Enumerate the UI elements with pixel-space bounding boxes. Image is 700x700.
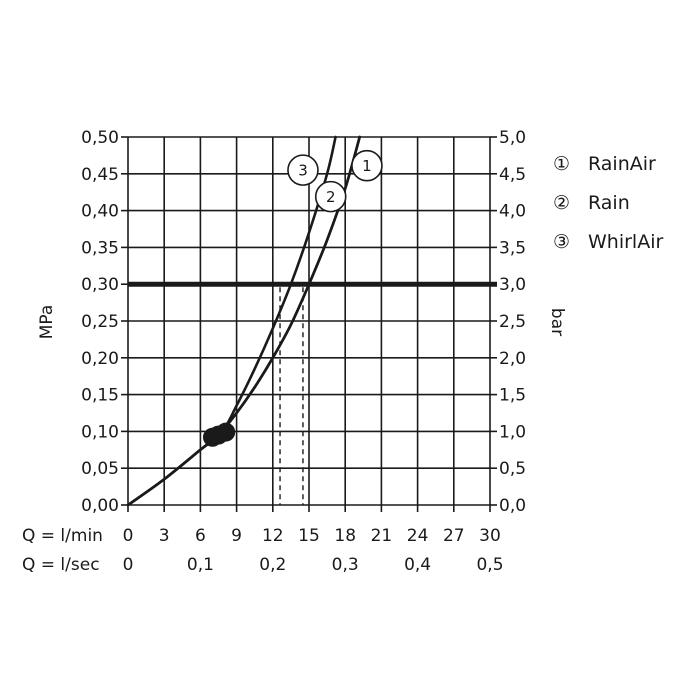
- x-lsec-tick-label: 0,1: [187, 555, 214, 575]
- y-left-tick-label: 0,50: [81, 128, 119, 148]
- marker-circle: [314, 180, 347, 213]
- y-right-axis-title: bar: [547, 308, 567, 336]
- legend-label: RainAir: [588, 153, 656, 175]
- legend-symbol: ②: [553, 192, 570, 214]
- curve-marker-1: 1: [351, 149, 383, 182]
- x-lmin-tick-label: 21: [371, 526, 393, 546]
- y-right-tick-label: 0,0: [499, 496, 526, 516]
- y-right-tick-label: 5,0: [499, 128, 526, 148]
- legend: ① RainAir ② Rain ③ WhirlAir: [553, 153, 663, 253]
- x-lsec-axis-title: Q = l/sec: [22, 555, 100, 575]
- x-lmin-tick-label: 24: [407, 526, 429, 546]
- marker-label: 3: [298, 162, 308, 180]
- y-left-tick-label: 0,10: [81, 422, 119, 442]
- series-line-whirlair: [126, 135, 337, 507]
- x-lsec-tick-label: 0,5: [476, 555, 503, 575]
- grid: [121, 136, 497, 512]
- y-right-tick-label: 3,0: [499, 275, 526, 295]
- legend-symbol: ①: [553, 153, 570, 175]
- operating-point-dot: [216, 422, 236, 442]
- y-left-axis-title: MPa: [37, 305, 57, 340]
- y-right-tick-label: 2,0: [499, 349, 526, 369]
- y-right-tick-label: 4,5: [499, 165, 526, 185]
- legend-label: WhirlAir: [588, 231, 663, 253]
- y-right-tick-label: 1,0: [499, 422, 526, 442]
- legend-item-rainair: ① RainAir: [553, 153, 656, 175]
- curve-marker-2: 2: [314, 180, 347, 213]
- y-right-tick-label: 4,0: [499, 202, 526, 222]
- legend-label: Rain: [588, 192, 630, 214]
- marker-label: 2: [326, 188, 336, 206]
- y-left-tick-label: 0,40: [81, 202, 119, 222]
- y-right-tick-label: 3,5: [499, 238, 526, 258]
- x-lmin-tick-label: 6: [195, 526, 206, 546]
- y-left-tick-label: 0,15: [81, 386, 119, 406]
- y-left-tick-label: 0,05: [81, 459, 119, 479]
- legend-item-whirlair: ③ WhirlAir: [553, 231, 663, 253]
- y-left-tick-label: 0,30: [81, 275, 119, 295]
- x-lsec-tick-label: 0,2: [259, 555, 286, 575]
- x-lmin-tick-label: 3: [159, 526, 170, 546]
- x-lmin-tick-label: 18: [334, 526, 356, 546]
- legend-item-rain: ② Rain: [553, 192, 630, 214]
- y-left-tick-label: 0,35: [81, 238, 119, 258]
- legend-symbol: ③: [553, 231, 570, 253]
- curves: 3 1 2: [126, 135, 383, 507]
- y-left-tick-label: 0,20: [81, 349, 119, 369]
- y-left-tick-label: 0,00: [81, 496, 119, 516]
- y-right-tick-label: 2,5: [499, 312, 526, 332]
- marker-circle: [351, 149, 383, 182]
- x-lmin-tick-label: 0: [123, 526, 134, 546]
- x-lsec-tick-label: 0,3: [332, 555, 359, 575]
- curve-marker-3: 3: [287, 154, 319, 186]
- y-left-tick-label: 0,25: [81, 312, 119, 332]
- axis-labels: 0,000,050,100,150,200,250,300,350,400,45…: [81, 128, 526, 575]
- y-right-tick-label: 1,5: [499, 386, 526, 406]
- x-lmin-tick-label: 27: [443, 526, 465, 546]
- y-right-tick-label: 0,5: [499, 459, 526, 479]
- marker-circle: [287, 154, 319, 186]
- x-lmin-tick-label: 9: [231, 526, 242, 546]
- marker-label: 1: [362, 157, 372, 175]
- x-lsec-tick-label: 0: [123, 555, 134, 575]
- x-lmin-axis-title: Q = l/min: [22, 526, 103, 546]
- x-lmin-tick-label: 30: [479, 526, 501, 546]
- x-lmin-tick-label: 15: [298, 526, 320, 546]
- x-lmin-tick-label: 12: [262, 526, 284, 546]
- y-left-tick-label: 0,45: [81, 165, 119, 185]
- x-lsec-tick-label: 0,4: [404, 555, 431, 575]
